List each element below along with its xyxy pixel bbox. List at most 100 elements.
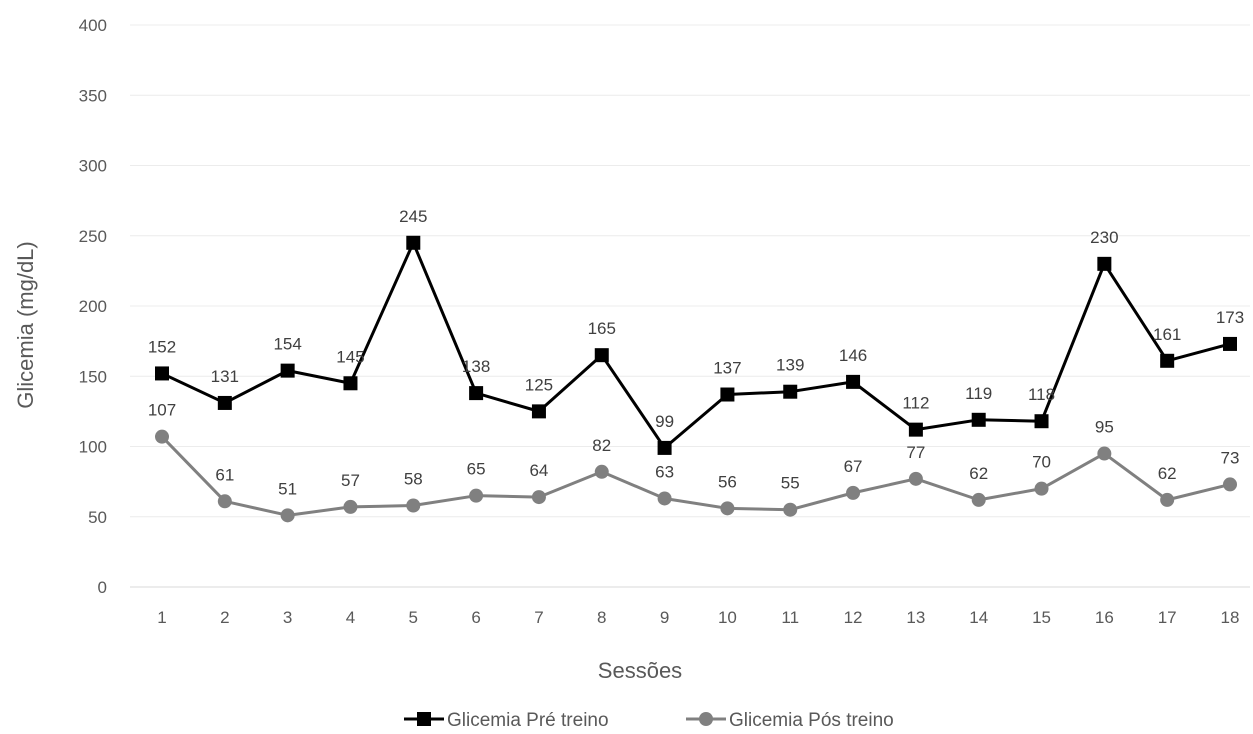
y-tick-label: 50	[88, 508, 107, 527]
data-point	[469, 386, 484, 401]
series-pre-treino	[155, 235, 1237, 455]
x-tick-label: 2	[220, 608, 229, 627]
data-point	[469, 488, 484, 503]
data-point	[155, 429, 169, 444]
data-point	[1160, 492, 1175, 507]
x-tick-label: 15	[1032, 608, 1051, 627]
x-axis-ticks: 1 2 3 4 5 6 7 8 9 10 11 12 13 14 15 16 17 18	[157, 608, 1239, 627]
data-label: 119	[965, 384, 992, 403]
y-tick-label: 100	[79, 438, 107, 457]
data-label: 145	[336, 347, 364, 366]
data-point	[217, 395, 232, 410]
data-point	[1097, 446, 1112, 461]
x-tick-label: 16	[1095, 608, 1114, 627]
data-label: 77	[906, 443, 925, 462]
data-point	[406, 498, 421, 513]
data-label: 165	[588, 319, 616, 338]
data-label: 99	[655, 412, 674, 431]
data-label: 51	[278, 479, 297, 498]
y-tick-label: 0	[98, 578, 107, 597]
data-label: 82	[592, 436, 611, 455]
data-point	[657, 440, 672, 455]
data-point	[908, 471, 923, 486]
data-point	[1034, 481, 1049, 496]
data-point	[280, 508, 295, 523]
data-label: 67	[844, 457, 863, 476]
data-label: 173	[1216, 308, 1244, 327]
data-point	[594, 348, 609, 363]
data-label: 64	[529, 461, 548, 480]
data-label: 161	[1153, 325, 1181, 344]
data-point	[1223, 336, 1237, 351]
series-layer	[155, 235, 1237, 523]
data-label: 57	[341, 471, 360, 490]
data-label: 107	[148, 401, 176, 420]
data-point	[783, 502, 798, 517]
data-point	[531, 404, 546, 419]
x-tick-label: 13	[906, 608, 925, 627]
legend-marker	[417, 712, 431, 726]
data-point	[971, 492, 986, 507]
data-label: 152	[148, 337, 176, 356]
data-label: 61	[215, 465, 234, 484]
data-point	[217, 494, 232, 509]
x-tick-label: 12	[844, 608, 863, 627]
data-point	[594, 464, 609, 479]
data-point	[783, 384, 798, 399]
data-point	[720, 387, 735, 402]
x-tick-label: 4	[346, 608, 355, 627]
x-tick-label: 11	[781, 608, 799, 627]
y-tick-label: 300	[79, 157, 107, 176]
data-label: 56	[718, 472, 737, 491]
data-label: 146	[839, 346, 867, 365]
legend-label: Glicemia Pré treino	[447, 710, 609, 731]
data-point	[343, 376, 358, 391]
series-line	[160, 435, 1231, 517]
x-tick-label: 8	[597, 608, 606, 627]
data-label: 139	[776, 356, 804, 375]
data-label: 55	[781, 474, 800, 493]
data-label: 245	[399, 207, 427, 226]
data-label: 95	[1095, 418, 1114, 437]
x-tick-label: 9	[660, 608, 669, 627]
data-point	[1223, 477, 1237, 492]
x-tick-label: 10	[718, 608, 737, 627]
data-point	[846, 374, 861, 389]
y-tick-label: 150	[79, 367, 107, 386]
data-point	[280, 363, 295, 378]
y-tick-label: 200	[79, 297, 107, 316]
data-label: 230	[1090, 228, 1118, 247]
x-axis-title: Sessões	[598, 658, 682, 683]
data-point	[1097, 256, 1112, 271]
data-label: 125	[525, 375, 553, 394]
y-tick-label: 250	[79, 227, 107, 246]
data-label: 63	[655, 462, 674, 481]
x-tick-label: 1	[157, 608, 166, 627]
data-point	[657, 491, 672, 506]
x-tick-label: 7	[534, 608, 543, 627]
x-tick-label: 14	[969, 608, 988, 627]
x-tick-label: 6	[471, 608, 480, 627]
data-point	[846, 485, 861, 500]
series-pos-treino	[155, 429, 1237, 523]
data-label: 138	[462, 357, 490, 376]
data-point	[720, 501, 735, 516]
data-label: 65	[467, 460, 486, 479]
legend-label: Glicemia Pós treino	[729, 710, 894, 731]
data-label: 154	[273, 335, 301, 354]
data-point	[531, 490, 546, 505]
x-tick-label: 17	[1158, 608, 1177, 627]
data-label: 58	[404, 470, 423, 489]
data-point	[908, 422, 923, 437]
data-point	[406, 235, 421, 250]
data-label: 131	[211, 367, 239, 386]
data-point	[155, 366, 169, 381]
data-label: 73	[1221, 448, 1240, 467]
data-point	[1034, 414, 1049, 429]
data-label: 62	[969, 464, 988, 483]
data-label: 137	[713, 359, 741, 378]
data-label: 112	[902, 394, 929, 413]
y-axis-ticks: 0 50 100 150 200 250 300 350 400	[79, 16, 107, 597]
legend-marker	[699, 712, 713, 726]
